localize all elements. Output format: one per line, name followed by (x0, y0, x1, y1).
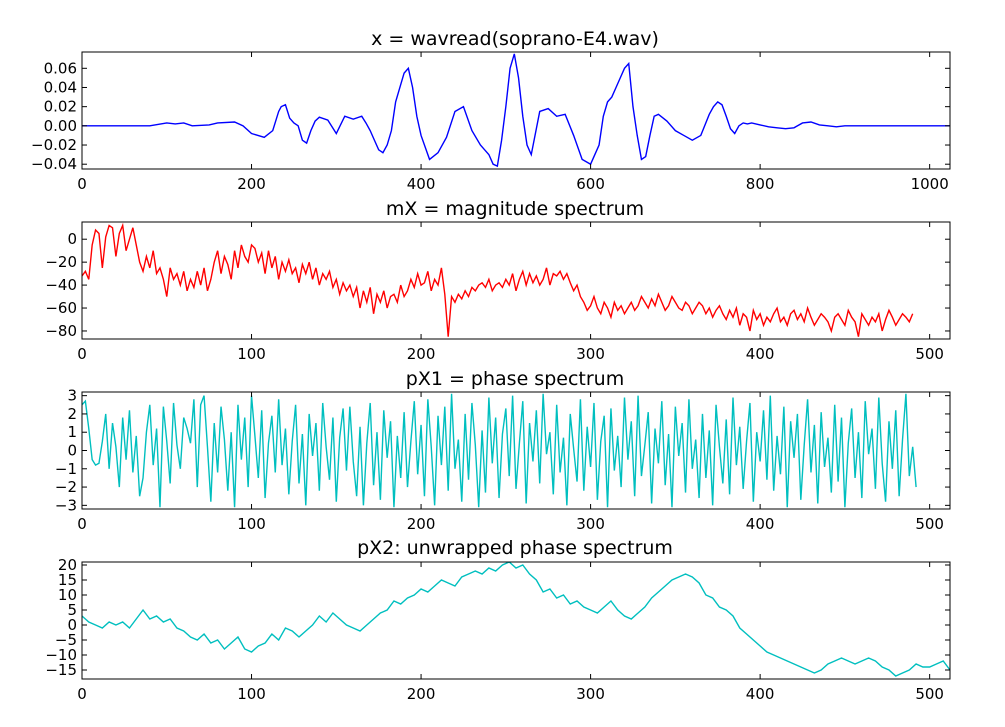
y-tick-label: −0.04 (31, 155, 77, 173)
plot-area: 0 100 200 300 400 500 −80 −60 −40 −20 0 (45, 221, 951, 363)
y-tick-label: −10 (45, 646, 77, 664)
x-tick-label: 100 (237, 345, 266, 363)
series-line (82, 53, 950, 168)
x-tick-label: 400 (746, 515, 775, 533)
y-tick-label: −15 (45, 661, 77, 679)
x-tick-label: 500 (915, 345, 944, 363)
y-tick-label: −20 (45, 253, 77, 271)
subplot-magnitude-spectrum: mX = magnitude spectrum 0 100 200 300 400 500… (45, 198, 951, 363)
y-tick-label: −2 (55, 478, 77, 496)
y-tick-label: −1 (55, 460, 77, 478)
x-tick-label: 100 (237, 685, 266, 703)
x-tick-label: 500 (915, 685, 944, 703)
y-tick-label: 0.04 (44, 78, 77, 96)
axes-frame (81, 221, 951, 340)
x-tick-label: 300 (576, 515, 605, 533)
y-tick-label: −5 (55, 631, 77, 649)
y-tick-label: −3 (55, 496, 77, 514)
x-tick-label: 400 (407, 175, 436, 193)
x-tick-label: 400 (746, 345, 775, 363)
chart-title: pX2: unwrapped phase spectrum (357, 537, 673, 559)
y-tick-label: 2 (67, 405, 77, 423)
chart-title: mX = magnitude spectrum (386, 198, 644, 220)
x-tick-label: 0 (77, 175, 87, 193)
x-tick-label: 800 (746, 175, 775, 193)
x-tick-label: 500 (915, 515, 944, 533)
y-tick-label: 0.06 (44, 59, 77, 77)
x-tick-label: 0 (77, 345, 87, 363)
y-tick-label: 0 (67, 442, 77, 460)
y-tick-label: 0.02 (44, 98, 77, 116)
plot-area: 0 200 400 600 800 1000 −0.04−0.020.000.02 0.040… (31, 51, 951, 193)
subplot-unwrapped-phase-spectrum: pX2: unwrapped phase spectrum 0 100 200 300… (45, 537, 951, 703)
x-tick-label: 300 (576, 345, 605, 363)
x-tick-label: 400 (746, 685, 775, 703)
y-tick-label: 0 (67, 230, 77, 248)
x-tick-label: 200 (407, 685, 436, 703)
x-tick-label: 100 (237, 515, 266, 533)
x-tick-label: 300 (576, 685, 605, 703)
y-tick-label: 3 (67, 387, 77, 405)
subplot-waveform: x = wavread(soprano-E4.wav) 0 200 400 600 80… (31, 28, 951, 193)
x-tick-label: 1000 (911, 175, 949, 193)
chart-title: x = wavread(soprano-E4.wav) (371, 28, 659, 50)
y-tick-label: 0.00 (44, 117, 77, 135)
x-tick-label: 200 (237, 175, 266, 193)
axes-frame (81, 51, 951, 170)
y-tick-label: −0.02 (31, 136, 77, 154)
axes-frame (81, 561, 951, 680)
y-tick-label: 5 (67, 601, 77, 619)
series-line (82, 393, 917, 508)
x-tick-label: 600 (576, 175, 605, 193)
subplot-phase-spectrum: pX1 = phase spectrum 0 100 200 300 400 500−3−… (55, 368, 951, 533)
y-tick-label: 0 (67, 616, 77, 634)
y-tick-label: 10 (58, 586, 77, 604)
y-tick-label: −40 (45, 276, 77, 294)
x-tick-label: 200 (407, 345, 436, 363)
series-line (82, 222, 914, 337)
y-tick-label: −80 (45, 322, 77, 340)
x-tick-label: 200 (407, 515, 436, 533)
chart-title: pX1 = phase spectrum (406, 368, 624, 390)
y-tick-label: 15 (58, 571, 77, 589)
series-line (82, 562, 950, 677)
x-tick-label: 0 (77, 515, 87, 533)
y-tick-label: −60 (45, 299, 77, 317)
y-tick-label: 1 (67, 423, 77, 441)
y-tick-label: 20 (58, 556, 77, 574)
x-tick-label: 0 (77, 685, 87, 703)
